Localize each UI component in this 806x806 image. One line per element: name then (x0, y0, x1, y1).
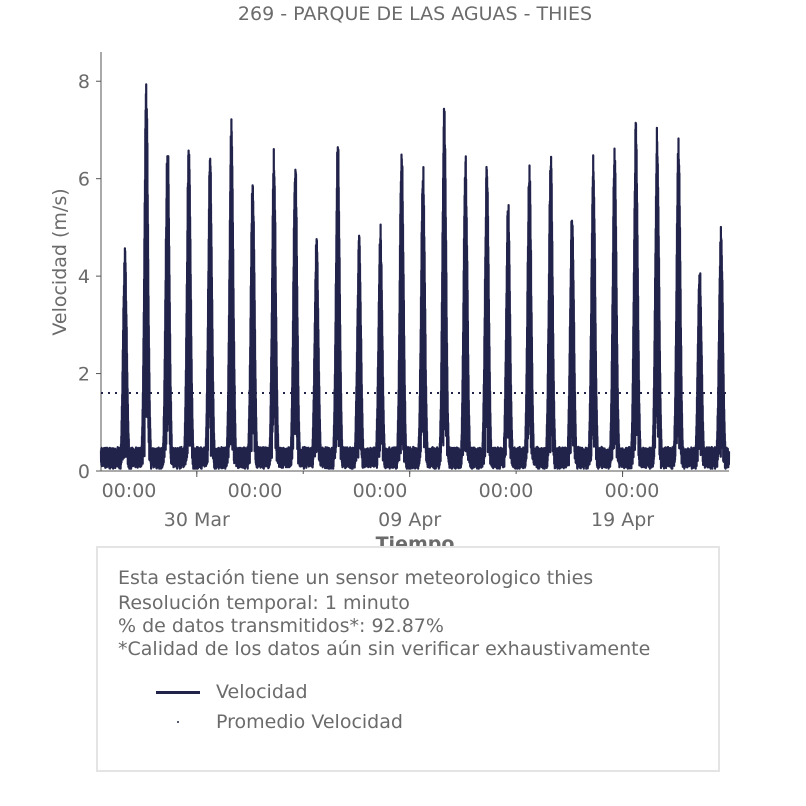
plot-area (99, 83, 731, 470)
y-tick-label: 8 (78, 71, 90, 93)
chart-title: 269 - PARQUE DE LAS AGUAS - THIES (237, 3, 593, 25)
x-axis: 30 Mar 09 Apr 19 Apr 00:00 00:00 00:00 00:00 00… (101, 470, 729, 531)
info-box: Esta estación tiene un sensor meteorolog… (96, 546, 720, 772)
x-time-tick-label: 00:00 (479, 480, 534, 502)
legend-promedio-swatch (177, 721, 179, 723)
y-tick-label: 4 (78, 266, 90, 288)
x-time-tick-label: 00:00 (228, 480, 283, 502)
legend-velocidad-label: Velocidad (216, 681, 308, 703)
series-velocidad-line (99, 83, 731, 470)
x-time-tick-label: 00:00 (102, 480, 157, 502)
info-sensor-text: Esta estación tiene un sensor meteorolog… (118, 567, 594, 589)
y-tick-label: 0 (78, 461, 90, 483)
x-date-tick-label: 30 Mar (164, 509, 230, 531)
x-date-tick-label: 19 Apr (591, 509, 654, 531)
y-axis-label: Velocidad (m/s) (49, 188, 71, 336)
info-resolution-text: Resolución temporal: 1 minuto (118, 592, 410, 614)
info-transmitted-text: % de datos transmitidos*: 92.87% (118, 615, 444, 637)
legend-velocidad-swatch (156, 691, 200, 694)
y-axis: 0 2 4 6 8 (78, 52, 102, 483)
info-quality-note: *Calidad de los datos aún sin verificar … (118, 638, 651, 660)
x-time-tick-label: 00:00 (353, 480, 408, 502)
y-tick-label: 2 (78, 364, 90, 386)
legend-promedio-label: Promedio Velocidad (216, 711, 403, 733)
y-tick-label: 6 (78, 169, 90, 191)
x-date-tick-label: 09 Apr (378, 509, 441, 531)
x-time-tick-label: 00:00 (605, 480, 660, 502)
